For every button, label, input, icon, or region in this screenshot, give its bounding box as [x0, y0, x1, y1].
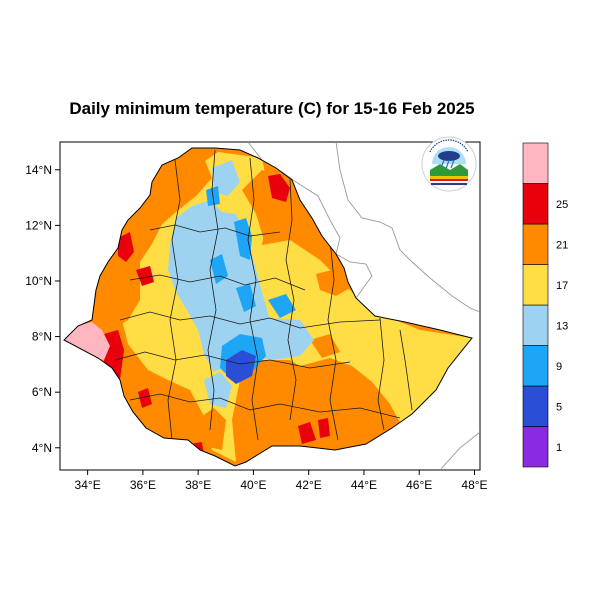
- x-tick-label: 40°E: [240, 478, 266, 492]
- x-tick-label: 46°E: [406, 478, 432, 492]
- x-tick-label: 38°E: [185, 478, 211, 492]
- colorbar-label: 25: [556, 199, 568, 211]
- x-tick-label: 48°E: [461, 478, 487, 492]
- colorbar-bin: [522, 183, 549, 225]
- y-tick-label: 8°N: [32, 330, 52, 344]
- colorbar-bin: [522, 385, 549, 427]
- x-axis: 34°E 36°E 38°E 40°E 42°E 44°E 46°E 48°E: [75, 470, 488, 492]
- colorbar-bin: [522, 264, 549, 306]
- colorbar-label: 1: [556, 442, 562, 454]
- colorbar-label: 13: [556, 320, 568, 332]
- colorbar-legend: 1 5 9 13 17 21 25: [522, 142, 568, 468]
- colorbar-label: 17: [556, 280, 568, 292]
- y-tick-label: 12°N: [25, 218, 52, 232]
- colorbar-bin: [522, 426, 549, 468]
- colorbar-label: 21: [556, 239, 568, 251]
- map-title: Daily minimum temperature (C) for 15-16 …: [69, 99, 474, 118]
- x-tick-label: 44°E: [351, 478, 377, 492]
- y-axis: 4°N 6°N 8°N 10°N 12°N 14°N: [25, 163, 60, 455]
- ethiopian-meteorology-institute-logo: [421, 136, 477, 192]
- colorbar-label: 9: [556, 361, 562, 373]
- colorbar-label: 5: [556, 401, 562, 413]
- admin-borders: [114, 149, 413, 441]
- country-outline: [63, 147, 473, 467]
- y-tick-label: 6°N: [32, 385, 52, 399]
- y-tick-label: 4°N: [32, 441, 52, 455]
- y-tick-label: 10°N: [25, 274, 52, 288]
- x-tick-label: 34°E: [75, 478, 101, 492]
- y-tick-label: 14°N: [25, 163, 52, 177]
- colorbar-bin: [522, 304, 549, 346]
- x-tick-label: 36°E: [130, 478, 156, 492]
- colorbar-bin: [522, 223, 549, 265]
- x-tick-label: 42°E: [296, 478, 322, 492]
- colorbar-bin: [522, 142, 549, 184]
- colorbar-bin: [522, 345, 549, 387]
